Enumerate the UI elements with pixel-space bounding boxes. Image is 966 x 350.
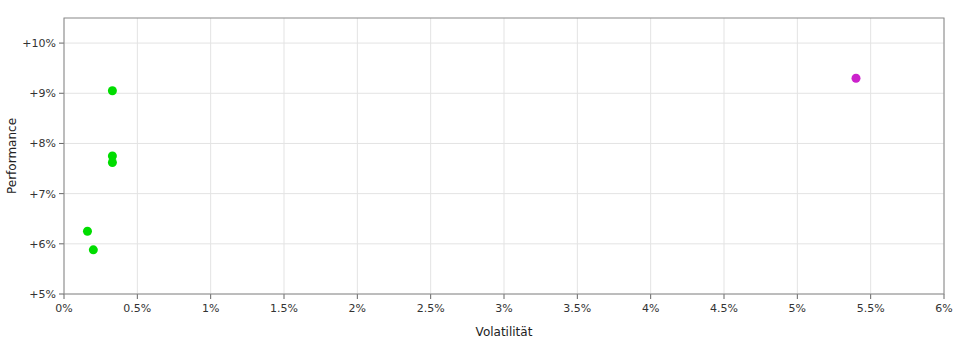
x-grid-line [724, 18, 725, 294]
plot-frame [64, 18, 944, 294]
x-tick [797, 294, 798, 299]
y-tick-label: +5% [29, 288, 56, 301]
point [89, 245, 98, 254]
x-tick-label: 4% [642, 302, 659, 315]
x-grid-line [137, 18, 138, 294]
x-tick [137, 294, 138, 299]
y-grid-line [64, 193, 944, 194]
x-tick [870, 294, 871, 299]
x-tick [577, 294, 578, 299]
x-tick-label: 5% [789, 302, 806, 315]
y-tick [59, 243, 64, 244]
x-tick-label: 3.5% [563, 302, 591, 315]
x-tick-label: 0.5% [123, 302, 151, 315]
axes: 0% 0.5% 1% 1.5% 2% 2.5% 3% 3.5% 4% 4.5% 5% 5.5% 6% +5… [5, 18, 953, 339]
y-grid-line [64, 143, 944, 144]
series-1 [852, 74, 861, 83]
x-tick [650, 294, 651, 299]
y-tick-label: +7% [29, 188, 56, 201]
x-tick-label: 1% [202, 302, 219, 315]
y-tick-label: +6% [29, 238, 56, 251]
grid [64, 18, 944, 294]
x-tick-label: 5.5% [857, 302, 885, 315]
x-tick [430, 294, 431, 299]
x-grid-line [870, 18, 871, 294]
y-tick [59, 143, 64, 144]
x-tick [210, 294, 211, 299]
y-tick [59, 93, 64, 94]
x-grid-line [797, 18, 798, 294]
x-tick-label: 6% [935, 302, 952, 315]
x-tick [944, 294, 945, 299]
y-tick [59, 43, 64, 44]
x-tick-label: 0% [55, 302, 72, 315]
y-tick [59, 294, 64, 295]
point [852, 74, 861, 83]
x-tick-label: 1.5% [270, 302, 298, 315]
x-tick-label: 3% [495, 302, 512, 315]
x-grid-line [430, 18, 431, 294]
x-grid-line [357, 18, 358, 294]
x-tick-label: 2% [349, 302, 366, 315]
x-tick [357, 294, 358, 299]
x-axis-label: Volatilität [476, 325, 533, 339]
x-grid-line [504, 18, 505, 294]
point [108, 158, 117, 167]
y-grid-line [64, 243, 944, 244]
y-tick-label: +10% [22, 37, 56, 50]
x-tick [64, 294, 65, 299]
x-tick-label: 4.5% [710, 302, 738, 315]
x-grid-line [650, 18, 651, 294]
y-tick-label: +9% [29, 87, 56, 100]
y-tick-label: +8% [29, 137, 56, 150]
chart-svg: 0% 0.5% 1% 1.5% 2% 2.5% 3% 3.5% 4% 4.5% 5% 5.5% 6% +5… [0, 0, 966, 350]
point [83, 227, 92, 236]
chart-container: 0% 0.5% 1% 1.5% 2% 2.5% 3% 3.5% 4% 4.5% 5% 5.5% 6% +5… [0, 0, 966, 350]
y-tick [59, 193, 64, 194]
y-axis-label: Performance [5, 118, 19, 194]
x-grid-line [577, 18, 578, 294]
x-tick [504, 294, 505, 299]
x-grid-line [210, 18, 211, 294]
x-tick [724, 294, 725, 299]
point [108, 86, 117, 95]
y-grid-line [64, 43, 944, 44]
x-tick-label: 2.5% [417, 302, 445, 315]
background [0, 0, 966, 350]
x-tick [284, 294, 285, 299]
x-grid-line [284, 18, 285, 294]
y-grid-line [64, 93, 944, 94]
data-points [83, 74, 861, 255]
series-0 [83, 86, 117, 254]
